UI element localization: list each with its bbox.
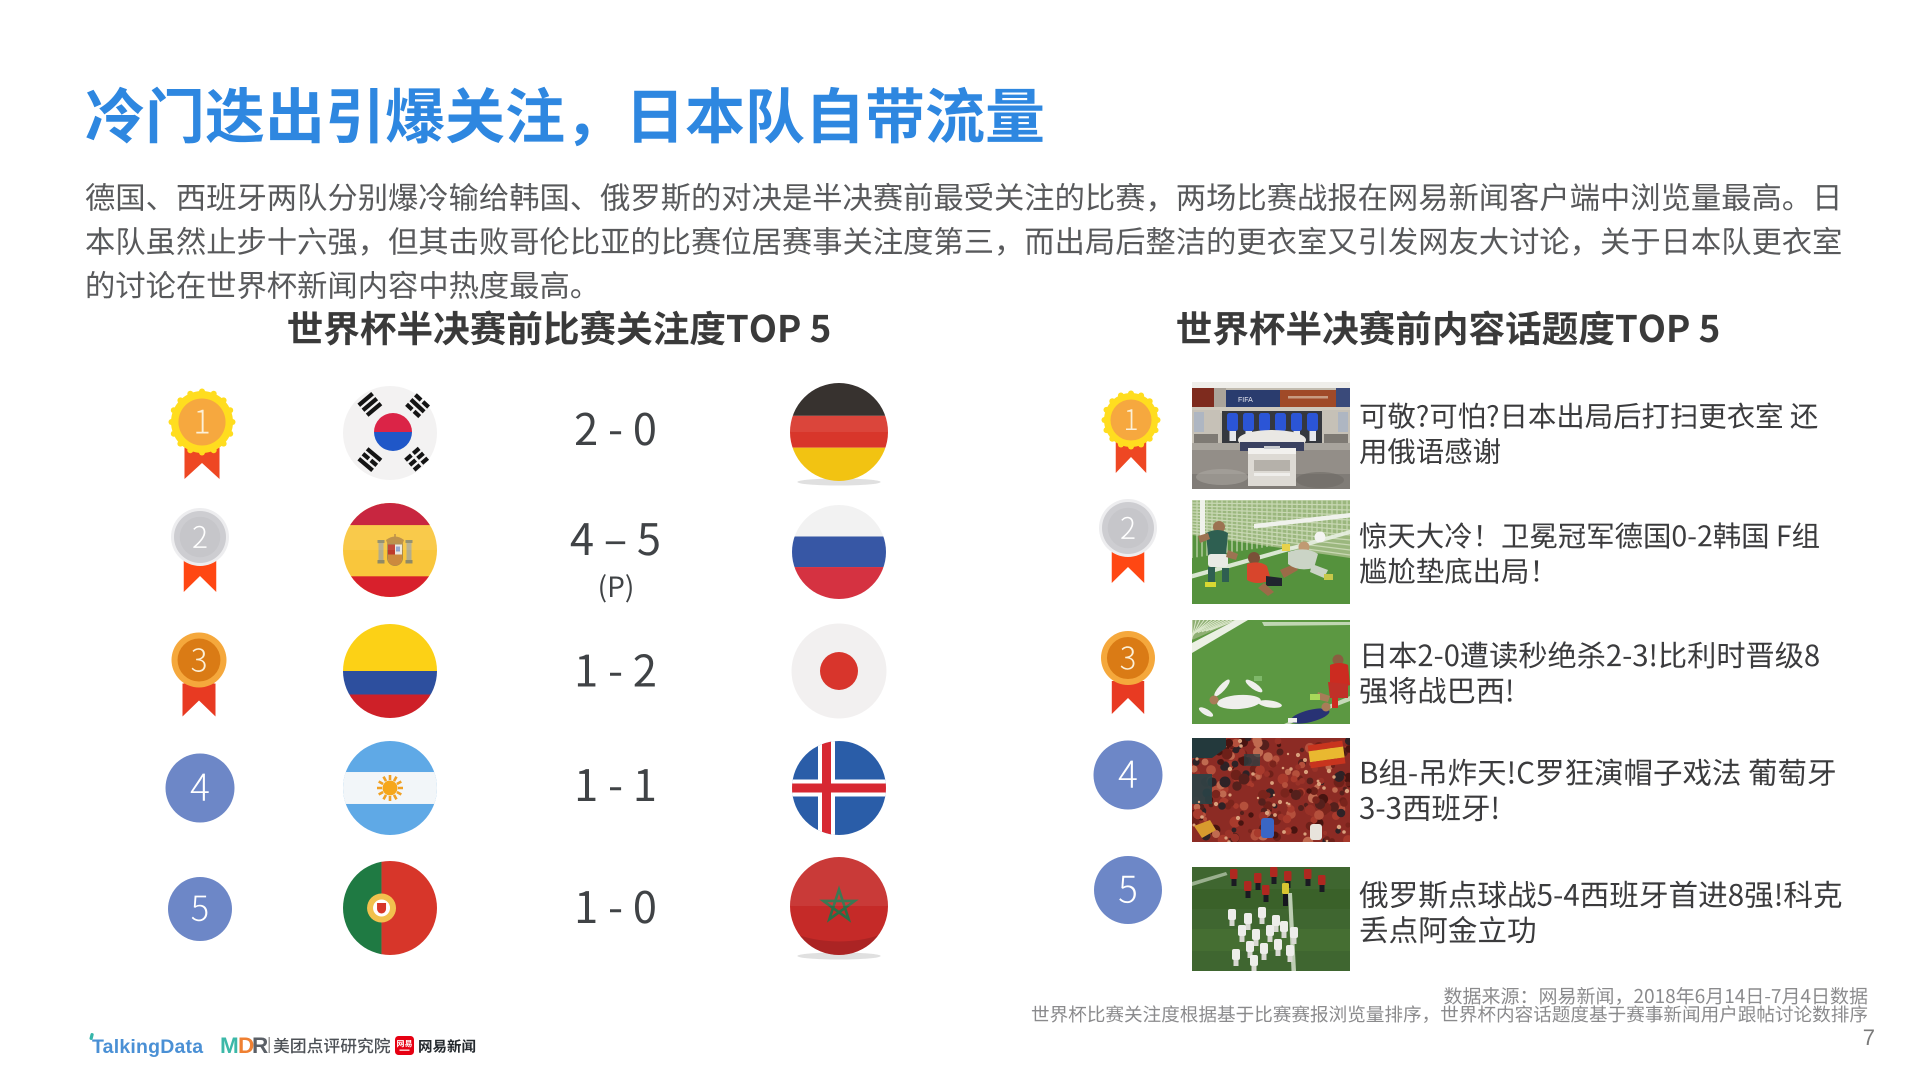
svg-text:M: M xyxy=(220,1033,238,1058)
svg-text:TalkingData: TalkingData xyxy=(92,1036,203,1058)
svg-text:R: R xyxy=(252,1033,268,1058)
svg-text:7: 7 xyxy=(1863,1025,1875,1050)
svg-text:D: D xyxy=(238,1033,254,1058)
svg-text:FIFA: FIFA xyxy=(1238,397,1253,404)
